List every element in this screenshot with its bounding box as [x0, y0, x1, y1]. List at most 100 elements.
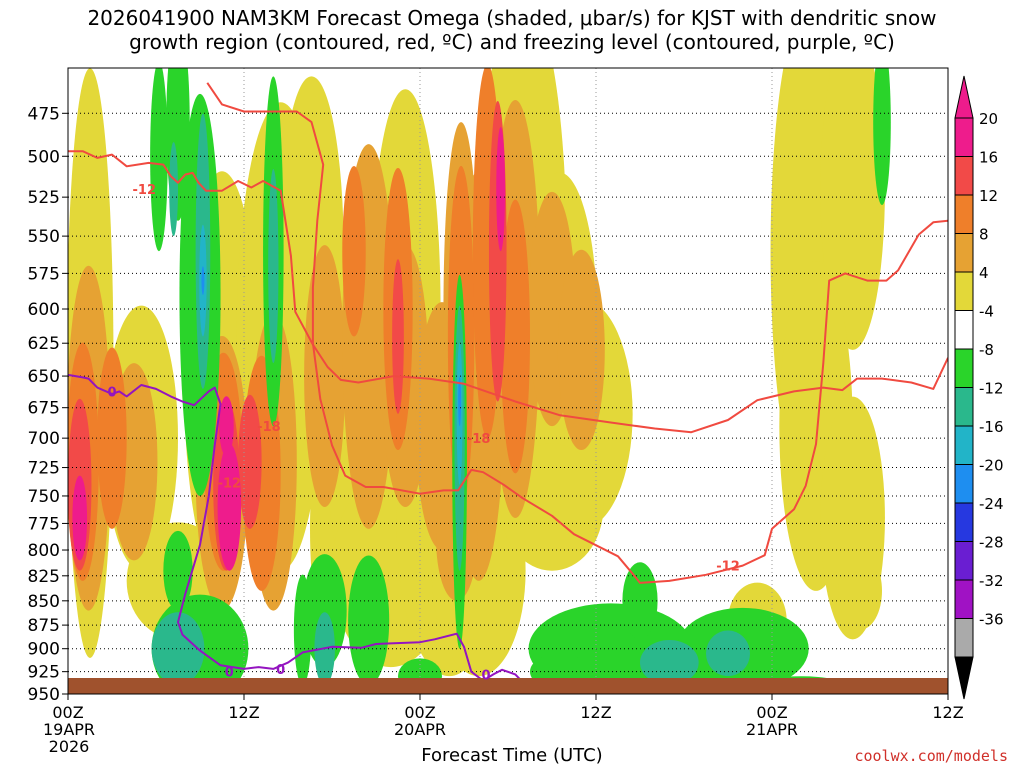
omega-cell	[348, 555, 390, 686]
omega-cell	[392, 259, 404, 414]
y-tick-label: 475	[28, 104, 60, 124]
colorbar-bin	[954, 117, 974, 157]
colorbar-under-triangle	[954, 656, 974, 700]
contour-line	[206, 82, 948, 584]
y-tick-label: 775	[28, 514, 60, 534]
x-tick-label: 20APR	[394, 720, 446, 739]
y-tick-label: 650	[28, 367, 60, 387]
colorbar-bin	[954, 194, 974, 234]
omega-cell	[217, 443, 242, 571]
x-tick-label: 12Z	[228, 703, 259, 722]
y-tick-label: 575	[28, 264, 60, 284]
colorbar-label: -20	[979, 457, 1004, 475]
colorbar-bin	[954, 618, 974, 658]
y-tick-label: 900	[28, 640, 60, 660]
omega-cell	[268, 169, 279, 364]
colorbar-label: 16	[979, 149, 998, 167]
colorbar-bin	[954, 502, 974, 542]
x-tick-label: 21APR	[746, 720, 798, 739]
y-tick-label: 950	[28, 685, 60, 705]
x-tick-label: 12Z	[580, 703, 611, 722]
colorbar-bin	[954, 425, 974, 465]
omega-cell	[640, 639, 699, 686]
omega-cell	[458, 376, 462, 427]
colorbar-bin	[954, 579, 974, 619]
colorbar: 20 16 12 8 4 -4 -8 -12 -16 -20 -24 -28 -32 -36	[954, 75, 1004, 700]
omega-cell	[169, 142, 179, 237]
omega-cell	[820, 68, 885, 350]
contour-label: 0	[107, 385, 116, 400]
colorbar-label: 8	[979, 226, 989, 244]
x-tick-label: 2026	[49, 737, 90, 756]
omega-cell	[838, 551, 882, 630]
omega-cell	[500, 199, 530, 474]
colorbar-label: -12	[979, 380, 1004, 398]
y-tick-label: 800	[28, 541, 60, 561]
colorbar-bin	[954, 541, 974, 581]
contour-labels: -12 -12 -12 -18 -18 0 0 0 0	[107, 183, 740, 683]
colorbar-label: -8	[979, 341, 994, 359]
omega-cell	[302, 554, 347, 668]
x-tick-label: 00Z	[404, 703, 435, 722]
contour-label: 0	[481, 668, 490, 683]
y-tick-label: 675	[28, 399, 60, 419]
omega-cell	[72, 475, 88, 561]
contour-line	[68, 373, 527, 686]
omega-cell	[238, 394, 262, 529]
omega-cell	[342, 165, 366, 337]
y-tick-label: 700	[28, 429, 60, 449]
y-tick-label: 725	[28, 459, 60, 479]
credit-link[interactable]: coolwx.com/models	[854, 747, 1008, 765]
colorbar-bin	[954, 348, 974, 388]
omega-cell	[557, 249, 605, 451]
colorbar-label: -36	[979, 611, 1004, 629]
omega-cell	[219, 396, 234, 456]
terrain-ground	[68, 678, 948, 694]
omega-cell	[150, 68, 168, 252]
y-tick-label: 525	[28, 188, 60, 208]
x-tick-label: 19APR	[43, 720, 95, 739]
y-tick-label: 825	[28, 567, 60, 587]
colorbar-label: -4	[979, 303, 994, 321]
colorbar-label: -28	[979, 534, 1004, 552]
colorbar-bin	[954, 271, 974, 311]
omega-cell	[293, 574, 312, 686]
contour-label: 0	[225, 666, 234, 681]
y-tick-label: 875	[28, 616, 60, 636]
x-tick-label: 00Z	[756, 703, 787, 722]
omega-cell	[201, 266, 205, 295]
omega-cell	[706, 630, 750, 677]
contour-label: -18	[257, 420, 281, 435]
colorbar-label: -32	[979, 572, 1004, 590]
colorbar-label: 4	[979, 264, 989, 282]
omega-cell	[163, 530, 193, 611]
colorbar-label: -24	[979, 495, 1004, 513]
y-axis-pressure: 475 500 525 550 575 600 625 650 675 700 725 750 775 8…	[28, 104, 68, 705]
omega-cell	[496, 127, 506, 252]
omega-cell	[151, 612, 205, 686]
colorbar-over-triangle	[954, 75, 974, 119]
chart-title-line-2: growth region (contoured, red, ºC) and f…	[129, 30, 895, 54]
colorbar-label: 12	[979, 187, 998, 205]
y-tick-label: 850	[28, 592, 60, 612]
contour-line	[68, 150, 948, 434]
colorbar-bin	[954, 387, 974, 427]
y-tick-label: 925	[28, 663, 60, 683]
omega-cell	[873, 68, 891, 206]
contour-label: -12	[716, 560, 740, 575]
x-tick-label: 00Z	[52, 703, 83, 722]
plot-frame	[67, 67, 949, 695]
colorbar-label: -16	[979, 418, 1004, 436]
colorbar-bin	[954, 156, 974, 196]
y-tick-label: 500	[28, 147, 60, 167]
colorbar-label: 20	[979, 110, 998, 128]
contour-label: -12	[218, 476, 242, 491]
colorbar-bin	[954, 310, 974, 350]
contour-label: -18	[467, 432, 491, 447]
x-axis-title: Forecast Time (UTC)	[421, 745, 603, 766]
colorbar-bin	[954, 233, 974, 273]
y-tick-label: 625	[28, 334, 60, 354]
colorbar-bin	[954, 464, 974, 504]
